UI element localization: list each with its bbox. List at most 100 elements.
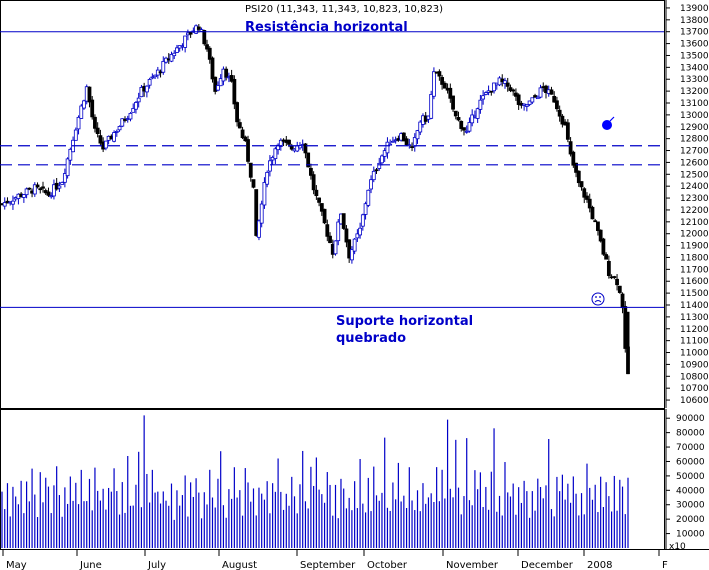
chart-title: PSI20 (11,343, 11,343, 10,823, 10,823) xyxy=(245,4,443,15)
price-tick-label: 11600 xyxy=(680,277,709,287)
candle-body xyxy=(276,144,280,151)
candle-body xyxy=(82,100,86,109)
candle-body xyxy=(161,61,166,73)
candle-body xyxy=(568,141,573,155)
candle-body xyxy=(254,189,259,236)
candle-body xyxy=(552,95,557,103)
candle-body xyxy=(587,198,592,209)
candle-body xyxy=(76,116,81,130)
candle-body xyxy=(453,110,458,117)
candle-body xyxy=(615,278,619,286)
price-tick-label: 12100 xyxy=(680,218,709,228)
month-label: December xyxy=(521,560,574,570)
month-label: 2008 xyxy=(587,560,612,570)
candle-body xyxy=(114,130,119,133)
candle-body xyxy=(565,122,570,140)
candle-body xyxy=(144,85,149,93)
candle-body xyxy=(612,276,617,278)
price-tick-label: 11700 xyxy=(680,265,709,275)
candle-body xyxy=(322,208,327,224)
candle-body xyxy=(374,169,379,172)
candle-body xyxy=(617,285,622,293)
price-tick-label: 13000 xyxy=(680,111,709,121)
candle-body xyxy=(380,155,384,164)
month-label: October xyxy=(367,560,408,570)
candle-body xyxy=(38,188,43,191)
candle-body xyxy=(606,260,611,276)
candle-body xyxy=(366,189,371,206)
candle-body xyxy=(205,44,209,50)
candle-body xyxy=(355,233,360,239)
price-panel xyxy=(0,0,665,409)
candle-body xyxy=(213,76,218,92)
candle-body xyxy=(311,174,316,191)
candle-body xyxy=(410,146,414,149)
month-label: F xyxy=(662,560,668,570)
candle-body xyxy=(483,92,488,95)
volume-tick-label: 90000 xyxy=(676,414,705,424)
candle-body xyxy=(459,120,464,129)
price-tick-label: 13800 xyxy=(680,16,709,26)
candle-body xyxy=(52,184,56,197)
candle-body xyxy=(505,82,510,87)
bomb-icon xyxy=(602,116,615,130)
price-tick-label: 11400 xyxy=(680,301,709,311)
price-tick-label: 12000 xyxy=(680,230,709,240)
candle-body xyxy=(27,187,32,190)
candle-body xyxy=(574,162,578,173)
price-tick-label: 13100 xyxy=(680,99,709,109)
candle-body xyxy=(103,140,108,149)
candle-body xyxy=(347,239,352,259)
candle-body xyxy=(259,203,264,224)
price-tick-label: 13200 xyxy=(680,87,709,97)
candle-body xyxy=(503,80,507,84)
volume-axis: 90000 80000 70000 60000 50000 40000 30000 20000… xyxy=(665,409,705,549)
price-tick-label: 12700 xyxy=(680,147,709,157)
candle-body xyxy=(432,71,436,97)
candle-body xyxy=(251,179,256,188)
candle-body xyxy=(308,167,313,176)
candle-body xyxy=(341,213,346,229)
candle-body xyxy=(382,150,387,157)
candle-body xyxy=(601,238,606,255)
candle-body xyxy=(224,68,229,78)
candle-body xyxy=(65,158,70,177)
candle-body xyxy=(516,94,521,105)
candle-body xyxy=(358,227,363,236)
candle-body xyxy=(139,87,144,98)
candle-body xyxy=(467,122,472,132)
candle-body xyxy=(62,173,67,183)
candle-body xyxy=(90,99,95,118)
candle-body xyxy=(440,77,445,85)
candle-body xyxy=(336,221,341,242)
candle-body xyxy=(117,126,122,131)
price-tick-label: 13700 xyxy=(680,28,709,38)
candle-body xyxy=(544,85,548,94)
candle-body xyxy=(35,184,40,188)
candle-body xyxy=(317,197,322,203)
price-tick-label: 10900 xyxy=(680,360,709,370)
candle-body-last xyxy=(626,311,630,374)
candle-body xyxy=(401,132,406,142)
candle-body xyxy=(579,181,584,188)
candle-body xyxy=(582,188,587,198)
candle-body xyxy=(246,139,250,162)
candle-body xyxy=(287,139,291,145)
price-tick-label: 12600 xyxy=(680,158,709,168)
sad-face-icon xyxy=(591,292,605,306)
month-axis: May June July August September October Novembe… xyxy=(0,549,709,570)
candle-body xyxy=(429,94,434,119)
candle-body xyxy=(500,78,505,83)
candle-body xyxy=(325,224,330,237)
month-label: September xyxy=(300,560,356,570)
price-tick-label: 12300 xyxy=(680,194,709,204)
candle-body xyxy=(464,130,469,133)
candle-body xyxy=(235,102,239,123)
candle-body xyxy=(188,32,193,35)
candle-body xyxy=(418,121,423,133)
price-tick-label: 11100 xyxy=(680,337,709,347)
candle-body xyxy=(2,202,7,207)
candle-body xyxy=(73,129,78,141)
candle-body xyxy=(451,95,455,110)
